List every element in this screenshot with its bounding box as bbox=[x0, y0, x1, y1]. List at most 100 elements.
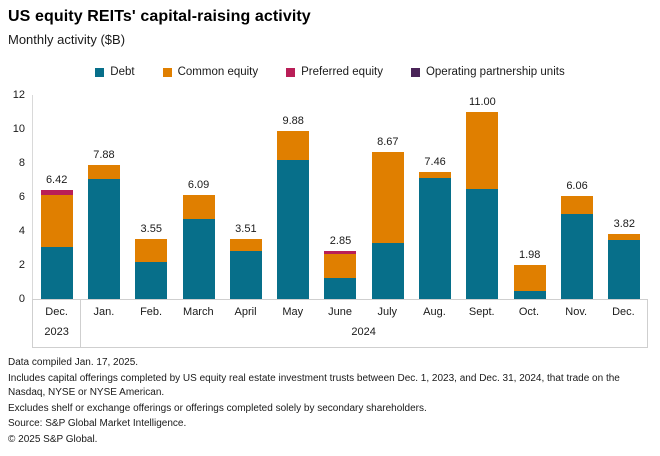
year-label: 2024 bbox=[351, 326, 376, 338]
bar-slot: 8.67 bbox=[364, 95, 411, 299]
bar-slot: 3.82 bbox=[601, 95, 648, 299]
bar-value-label: 6.09 bbox=[187, 179, 210, 192]
x-tick-label: Nov. bbox=[565, 306, 588, 318]
bar-value-label: 9.88 bbox=[282, 115, 304, 128]
bar bbox=[87, 165, 120, 299]
bar-segment-debt bbox=[608, 240, 641, 299]
y-tick-label: 8 bbox=[18, 157, 25, 169]
bar bbox=[229, 239, 262, 299]
bar bbox=[608, 234, 641, 299]
footnotes: Data compiled Jan. 17, 2025. Includes ca… bbox=[8, 356, 654, 448]
bar bbox=[513, 265, 546, 299]
legend-swatch-common-equity bbox=[162, 67, 172, 77]
bar-slot: 7.88 bbox=[80, 95, 127, 299]
bar-slot: 3.55 bbox=[128, 95, 175, 299]
legend-item-common-equity: Common equity bbox=[162, 66, 259, 78]
bar-segment-common-equity bbox=[229, 239, 262, 252]
chart-legend: Debt Common equity Preferred equity Operati… bbox=[0, 66, 660, 78]
plot-area: 6.42 7.88 3.55 6.09 3.51 9.88 2.85 8.67 7.46 11.0… bbox=[32, 95, 648, 299]
bar-slot: 7.46 bbox=[411, 95, 458, 299]
bar-segment-debt bbox=[371, 242, 404, 299]
bar-value-label: 11.00 bbox=[469, 96, 496, 108]
bar-segment-common-equity bbox=[182, 195, 215, 220]
bar-value-label: 8.67 bbox=[377, 135, 399, 148]
bar-slot: 9.88 bbox=[270, 95, 317, 299]
bar bbox=[277, 131, 310, 299]
bar-segment-common-equity bbox=[608, 234, 641, 241]
bar-segment-debt bbox=[466, 189, 499, 299]
bar-slot: 3.51 bbox=[222, 95, 269, 299]
bar bbox=[182, 195, 215, 299]
bar-segment-common-equity bbox=[513, 265, 546, 292]
bar-segment-common-equity bbox=[419, 172, 452, 179]
legend-swatch-operating-partnership-units bbox=[410, 67, 420, 77]
bar-segment-common-equity bbox=[135, 238, 168, 262]
bar-value-label: 3.51 bbox=[235, 223, 257, 236]
bar-segment-preferred-equity bbox=[324, 250, 357, 254]
bar-slot: 6.06 bbox=[553, 95, 600, 299]
x-tick-label: April bbox=[234, 306, 257, 318]
y-tick-label: 10 bbox=[12, 123, 25, 135]
chart-area: 0 2 4 6 8 10 12 6.42 7.88 3.55 6.09 3.51 9.88 2.85 8.… bbox=[13, 89, 648, 348]
year-divider bbox=[79, 300, 81, 347]
bar bbox=[324, 250, 357, 299]
y-tick-label: 0 bbox=[18, 293, 25, 305]
bar-value-label: 3.55 bbox=[140, 222, 162, 235]
bar bbox=[466, 112, 499, 299]
bar-segment-debt bbox=[229, 251, 262, 299]
footnote-compiled: Data compiled Jan. 17, 2025. bbox=[8, 357, 139, 368]
bar-segment-debt bbox=[419, 178, 452, 299]
bar bbox=[419, 172, 452, 299]
y-tick-label: 2 bbox=[18, 259, 25, 271]
year-label: 2023 bbox=[44, 326, 69, 338]
x-tick-label: March bbox=[183, 306, 214, 318]
bar bbox=[561, 195, 594, 299]
y-tick-label: 4 bbox=[18, 225, 25, 237]
bar-slot: 6.42 bbox=[33, 95, 80, 299]
bar-segment-preferred-equity bbox=[40, 189, 73, 196]
legend-item-preferred-equity: Preferred equity bbox=[286, 66, 383, 78]
bar-segment-debt bbox=[561, 214, 594, 299]
bar-segment-debt bbox=[40, 247, 73, 299]
bar-value-label: 6.06 bbox=[566, 179, 588, 192]
bar-segment-debt bbox=[324, 277, 357, 299]
bar-segment-debt bbox=[87, 179, 120, 299]
bar bbox=[135, 238, 168, 299]
legend-item-debt: Debt bbox=[95, 66, 135, 78]
x-axis-month-row: Dec. Jan. Feb. March April May June July Aug. Sep… bbox=[33, 300, 647, 324]
bar-value-label: 6.42 bbox=[45, 173, 68, 186]
legend-label-preferred-equity: Preferred equity bbox=[301, 66, 383, 78]
footnote-includes: Includes capital offerings completed by … bbox=[8, 372, 620, 399]
bar-segment-debt bbox=[135, 261, 168, 299]
page-title: US equity REITs' capital-raising activit… bbox=[8, 8, 311, 25]
footnote-excludes: Excludes shelf or exchange offerings or … bbox=[8, 402, 427, 414]
bar-segment-debt bbox=[182, 219, 215, 299]
bar-slot: 2.85 bbox=[317, 95, 364, 299]
bar-slot: 6.09 bbox=[175, 95, 222, 299]
bar-value-label: 7.46 bbox=[424, 156, 446, 169]
x-tick-label: Jan. bbox=[93, 306, 115, 318]
y-axis: 0 2 4 6 8 10 12 bbox=[0, 89, 27, 305]
legend-label-operating-partnership-units: Operating partnership units bbox=[425, 66, 565, 78]
bar-segment-common-equity bbox=[40, 195, 73, 248]
bar-slot: 1.98 bbox=[506, 95, 553, 299]
legend-swatch-debt bbox=[95, 67, 105, 77]
legend-label-debt: Debt bbox=[110, 66, 135, 78]
x-tick-label: Oct. bbox=[518, 306, 540, 318]
x-tick-label: July bbox=[377, 306, 398, 318]
bar-segment-common-equity bbox=[561, 195, 594, 214]
y-tick-label: 12 bbox=[12, 89, 25, 101]
x-tick-label: Dec. bbox=[612, 306, 635, 318]
chart-subtitle: Monthly activity ($B) bbox=[8, 32, 126, 47]
legend-label-common-equity: Common equity bbox=[177, 66, 259, 78]
bar-segment-common-equity bbox=[324, 253, 357, 278]
bar-value-label: 3.82 bbox=[613, 218, 636, 231]
bar-segment-common-equity bbox=[277, 131, 310, 160]
x-axis-label-box: Dec. Jan. Feb. March April May June July Aug. Sep… bbox=[32, 299, 648, 348]
bar bbox=[371, 151, 404, 299]
bar-segment-debt bbox=[513, 291, 546, 299]
y-tick-label: 6 bbox=[18, 191, 25, 203]
x-tick-label: Dec. bbox=[45, 306, 68, 318]
bar-segment-common-equity bbox=[87, 165, 120, 180]
